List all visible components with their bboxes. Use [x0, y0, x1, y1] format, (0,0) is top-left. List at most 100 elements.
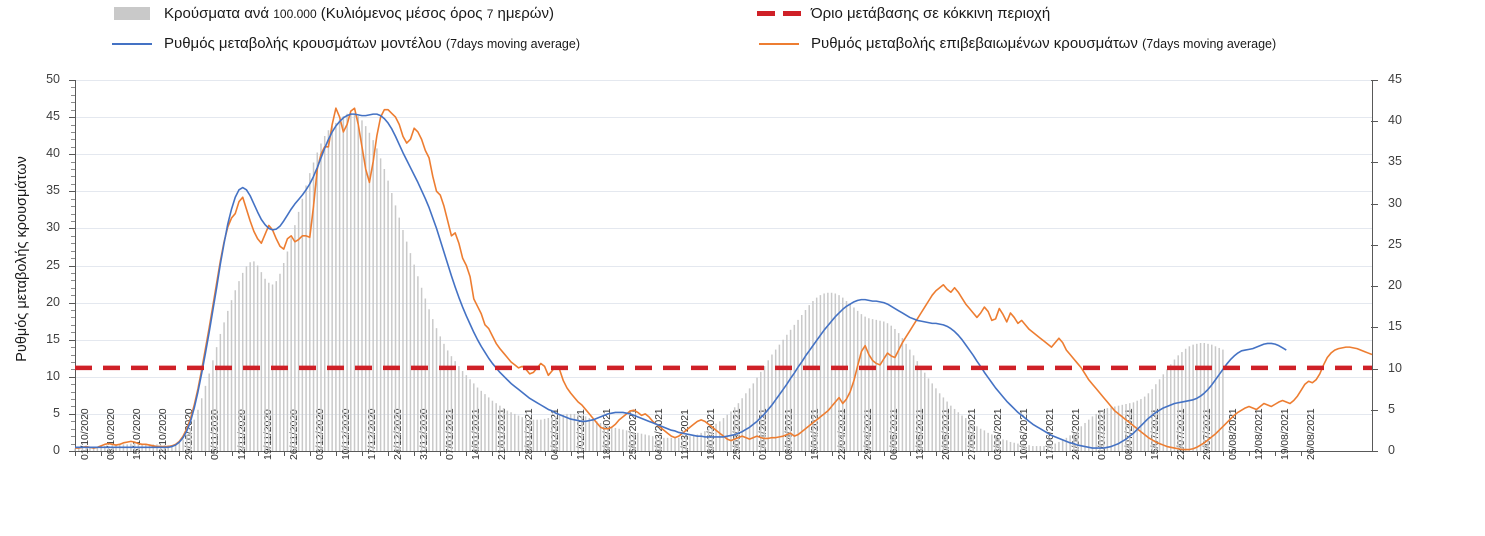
- legend-item-confirmed-change-rate[interactable]: Ρυθμός μεταβολής επιβεβαιωμένων κρουσμάτ…: [755, 35, 1276, 52]
- y-axis-left-minor-tick: [71, 354, 75, 356]
- legend-label-confirmed-change-rate: Ρυθμός μεταβολής επιβεβαιωμένων κρουσμάτ…: [811, 35, 1277, 52]
- y-axis-left-tick-label: 10: [46, 368, 60, 383]
- legend-item-red-zone-threshold[interactable]: Όριο μετάβασης σε κόκκινη περιοχή: [755, 5, 1050, 22]
- x-axis-tick: [101, 451, 103, 456]
- y-axis-left-minor-tick: [71, 361, 75, 363]
- plot-region: [74, 80, 1373, 451]
- y-axis-left-tick: [69, 228, 76, 230]
- x-axis-tick: [127, 451, 129, 456]
- y-axis-left-minor-tick: [71, 94, 75, 96]
- x-axis-tick: [648, 451, 650, 456]
- y-axis-right-tick-label: 0: [1388, 443, 1395, 457]
- y-axis-left-minor-tick: [71, 436, 75, 438]
- y-axis-left-minor-tick: [71, 139, 75, 141]
- x-axis-tick: [440, 451, 442, 456]
- x-axis-tick: [179, 451, 181, 456]
- y-axis-left-tick: [69, 80, 76, 81]
- gray-bar-swatch-icon: [108, 7, 156, 20]
- x-axis-tick: [283, 451, 285, 456]
- gridline: [75, 154, 1372, 156]
- y-axis-left-minor-tick: [71, 399, 75, 401]
- x-axis-tick: [1275, 451, 1277, 456]
- y-axis-left-tick: [69, 451, 76, 452]
- y-axis-left-tick-label: 30: [46, 220, 60, 235]
- x-axis-tick: [831, 451, 833, 456]
- series-canvas: [74, 107, 1373, 451]
- x-axis-tick: [518, 451, 520, 456]
- legend-item-cases-per-100k[interactable]: Κρούσματα ανά 100.000 (Κυλιόμενος μέσος …: [108, 5, 554, 22]
- y-axis-left-minor-tick: [71, 369, 75, 371]
- x-axis-tick: [701, 451, 703, 456]
- x-axis-tick: [1249, 451, 1250, 456]
- line-model-change-rate: [75, 113, 1287, 449]
- y-axis-left-minor-tick: [71, 428, 75, 430]
- y-axis-right-tick-label: 40: [1388, 113, 1402, 128]
- x-axis-tick: [309, 451, 311, 456]
- y-axis-left-minor-tick: [71, 102, 75, 104]
- y-axis-left-tick-label: 35: [46, 183, 60, 198]
- y-axis-left-minor-tick: [71, 169, 75, 171]
- y-axis-left-minor-tick: [71, 250, 75, 252]
- x-axis-tick: [361, 451, 363, 456]
- y-axis-left-minor-tick: [71, 243, 75, 245]
- y-axis-left-tick: [69, 265, 76, 267]
- gridline: [75, 80, 1372, 81]
- y-axis-left-tick: [69, 302, 76, 304]
- x-axis-tick: [909, 451, 911, 456]
- x-axis-tick: [388, 451, 390, 456]
- x-axis-tick: [1170, 451, 1172, 456]
- y-axis-right-tick-label: 45: [1388, 72, 1402, 86]
- y-axis-right-tick-label: 35: [1388, 154, 1402, 169]
- gridline: [75, 228, 1372, 230]
- y-axis-left-tick-label: 25: [46, 257, 60, 272]
- x-axis-tick: [205, 451, 207, 456]
- x-axis-tick: [492, 451, 494, 456]
- x-axis-tick: [727, 451, 729, 456]
- chart-area: Ρυθμός μεταβολής κρουσμάτων 0 5 10 15 20 25 30…: [0, 66, 1485, 536]
- gridline: [75, 413, 1372, 415]
- y-axis-left-minor-tick: [71, 109, 75, 111]
- x-axis-tick: [935, 451, 937, 456]
- x-axis-tick: [1092, 451, 1094, 456]
- x-axis-tick: [1014, 451, 1016, 456]
- y-axis-right-tick: [1371, 162, 1378, 164]
- legend-item-model-change-rate[interactable]: Ρυθμός μεταβολής κρουσμάτων μοντέλου (7d…: [108, 35, 580, 52]
- y-axis-left-minor-tick: [71, 206, 75, 208]
- y-axis-right-tick: [1371, 286, 1378, 288]
- y-axis-left-tick-label: 20: [46, 294, 60, 309]
- y-axis-left-minor-tick: [71, 287, 75, 289]
- gridline: [75, 339, 1372, 341]
- x-axis-tick: [779, 451, 781, 456]
- y-axis-right-tick: [1371, 121, 1378, 123]
- y-axis-right-tick: [1371, 244, 1378, 246]
- y-axis-left-minor-tick: [71, 87, 75, 89]
- y-axis-right-tick-label: 5: [1388, 401, 1395, 416]
- y-axis-left-minor-tick: [71, 421, 75, 423]
- y-axis-right-tick: [1371, 409, 1378, 411]
- y-axis-right-tick-label: 15: [1388, 319, 1402, 334]
- y-axis-left-minor-tick: [71, 317, 75, 319]
- y-axis-left-tick-label: 50: [46, 72, 60, 86]
- y-axis-right-tick-label: 10: [1388, 360, 1402, 375]
- x-axis-tick: [335, 451, 337, 456]
- x-axis-tick: [596, 451, 598, 456]
- y-axis-left-minor-tick: [71, 161, 75, 163]
- x-axis-tick: [1066, 451, 1068, 456]
- gridline: [75, 265, 1372, 267]
- y-axis-left-tick-label: 45: [46, 109, 60, 124]
- y-axis-left-minor-tick: [71, 443, 75, 445]
- x-axis-line: [75, 451, 1372, 452]
- y-axis-left-tick-label: 5: [53, 405, 60, 420]
- x-axis-tick: [1040, 451, 1042, 456]
- y-axis-left-minor-tick: [71, 272, 75, 274]
- y-axis-right-tick: [1371, 368, 1378, 370]
- y-axis-left-minor-tick: [71, 124, 75, 126]
- y-axis-right-tick: [1371, 327, 1378, 329]
- y-axis-left-minor-tick: [71, 176, 75, 178]
- y-axis-left-minor-tick: [71, 183, 75, 185]
- x-axis-tick: [1118, 451, 1120, 456]
- x-axis-tick: [857, 451, 859, 456]
- x-axis-tick: [231, 451, 233, 456]
- y-axis-right-tick: [1371, 80, 1378, 81]
- gridline: [75, 376, 1372, 378]
